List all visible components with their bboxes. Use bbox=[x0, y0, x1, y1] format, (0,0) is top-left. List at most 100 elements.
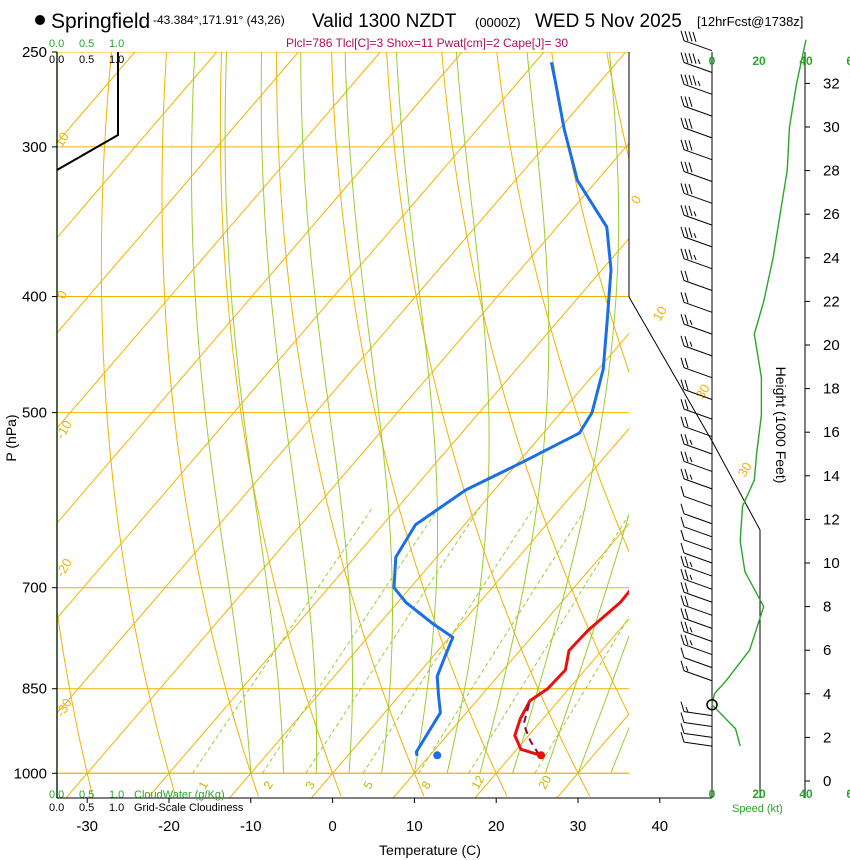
wind-barb-flag bbox=[684, 205, 689, 216]
speed-scale-top: 60 bbox=[846, 54, 850, 68]
wind-barb-flag bbox=[680, 712, 685, 723]
wind-barb-staff bbox=[683, 171, 713, 182]
mixing-ratio-line bbox=[305, 507, 481, 774]
y-axis-title: P (hPa) bbox=[3, 414, 19, 461]
pressure-tick-label: 1000 bbox=[14, 765, 47, 782]
height-tick-label: 10 bbox=[823, 555, 840, 572]
isotherm-label: 30 bbox=[735, 459, 755, 479]
isotherm-line bbox=[556, 713, 629, 798]
cloudiness-scale-bottom: 0.0 bbox=[49, 802, 64, 814]
wind-barb-staff bbox=[683, 236, 713, 248]
moist-adiabat-line bbox=[260, 52, 318, 774]
wind-barb-flag bbox=[688, 140, 693, 151]
mixing-ratio-line bbox=[362, 507, 535, 774]
speed-boundary-line bbox=[711, 440, 761, 798]
speed-scale-bottom: 40 bbox=[799, 787, 813, 801]
wind-barb-flag bbox=[680, 416, 685, 427]
wind-barb bbox=[680, 468, 713, 490]
valid-date: WED 5 Nov 2025 bbox=[535, 11, 682, 32]
wind-barb bbox=[680, 542, 713, 564]
wind-barb bbox=[680, 555, 713, 577]
wind-barb-flag bbox=[680, 451, 685, 462]
wind-barb-flag bbox=[684, 118, 689, 129]
isotherm-line bbox=[147, 237, 629, 798]
wind-barb-flag bbox=[688, 227, 693, 238]
wind-barb bbox=[680, 582, 713, 603]
wind-barb bbox=[680, 398, 713, 420]
temperature-tick-label: 20 bbox=[488, 818, 505, 835]
isotherm-line bbox=[228, 332, 629, 798]
height-tick-label: 14 bbox=[823, 468, 840, 485]
cloudiness-scale-top: 1.0 bbox=[109, 54, 124, 66]
wind-barb-staff bbox=[683, 40, 713, 52]
wind-barb bbox=[680, 516, 713, 538]
wind-barb-staff bbox=[683, 732, 713, 738]
dry-adiabat-line bbox=[331, 52, 508, 797]
wind-barb-staff bbox=[683, 741, 713, 747]
wind-barb bbox=[680, 634, 713, 656]
wind-barb-flag bbox=[680, 621, 685, 632]
wind-barb bbox=[680, 357, 713, 379]
wind-barb-flag bbox=[680, 248, 685, 259]
wind-barb-flag bbox=[680, 647, 685, 658]
dry-adiabat-line bbox=[161, 52, 259, 797]
wind-barb-staff bbox=[683, 722, 713, 727]
wind-barb-flag bbox=[692, 75, 697, 86]
isotherm-line bbox=[638, 52, 850, 799]
pressure-tick-label: 850 bbox=[22, 681, 47, 698]
wind-barb-flag bbox=[680, 468, 685, 480]
wind-barb-staff bbox=[683, 192, 713, 204]
wind-barb bbox=[680, 433, 713, 455]
wind-barb-flag bbox=[684, 469, 689, 480]
wind-barb-half bbox=[689, 457, 693, 463]
height-boundary-line bbox=[628, 296, 713, 798]
wind-barb bbox=[680, 292, 713, 313]
dry-adiabat-line bbox=[276, 52, 425, 797]
wind-barb-staff bbox=[683, 670, 713, 682]
wind-barb-staff bbox=[683, 426, 713, 438]
dry-adiabat-line bbox=[386, 52, 591, 797]
wind-barb-flag bbox=[684, 292, 689, 303]
speed-legend: Speed (kt) bbox=[732, 803, 783, 815]
wind-barb-flag bbox=[684, 183, 689, 194]
height-tick-label: 20 bbox=[823, 337, 840, 354]
wind-barb-flag bbox=[680, 542, 685, 554]
surface-temperature-dot bbox=[537, 751, 546, 760]
pressure-tick-label: 700 bbox=[22, 580, 47, 597]
wind-barb-flag bbox=[680, 183, 685, 194]
valid-time: Valid 1300 NZDT bbox=[312, 11, 457, 32]
wind-barb-half bbox=[697, 58, 701, 65]
cloudwater-scale-top: 1.0 bbox=[109, 38, 124, 50]
cloudiness-scale-top: 0.5 bbox=[79, 54, 94, 66]
wind-barb-half bbox=[689, 341, 693, 347]
wind-barb-staff bbox=[683, 617, 713, 629]
temperature-tick-label: 0 bbox=[328, 818, 336, 835]
pressure-tick-label: 250 bbox=[22, 44, 47, 61]
wind-barb-flag bbox=[680, 335, 685, 347]
wind-barb-staff bbox=[683, 443, 713, 455]
wind-barb-staff bbox=[683, 62, 713, 73]
mixing-ratio-line bbox=[468, 513, 629, 774]
wind-barb-flag bbox=[684, 30, 689, 42]
wind-barb-flag bbox=[684, 270, 689, 282]
wind-barb-staff bbox=[683, 127, 713, 139]
cloudiness-scale-bottom: 0.5 bbox=[79, 802, 94, 814]
pressure-tick-label: 300 bbox=[22, 139, 47, 156]
wind-barb bbox=[680, 74, 713, 95]
wind-barb-staff bbox=[683, 657, 713, 669]
height-tick-label: 26 bbox=[823, 206, 840, 223]
wind-barb-flag bbox=[680, 516, 685, 527]
moist-adiabat-line bbox=[191, 52, 252, 774]
mixing-ratio-label: 3 bbox=[302, 778, 318, 791]
speed-scale-bottom: 60 bbox=[846, 787, 850, 801]
temperature-line bbox=[513, 589, 629, 757]
wind-barb-flag bbox=[680, 117, 685, 129]
wind-barb-staff bbox=[683, 214, 713, 226]
wind-barb-flag bbox=[684, 357, 689, 369]
calm-wind-marker bbox=[706, 698, 718, 711]
wind-barb-flag bbox=[680, 30, 685, 41]
height-tick-label: 22 bbox=[823, 293, 840, 310]
wind-barb-staff bbox=[683, 495, 713, 507]
wind-barb bbox=[680, 117, 713, 139]
